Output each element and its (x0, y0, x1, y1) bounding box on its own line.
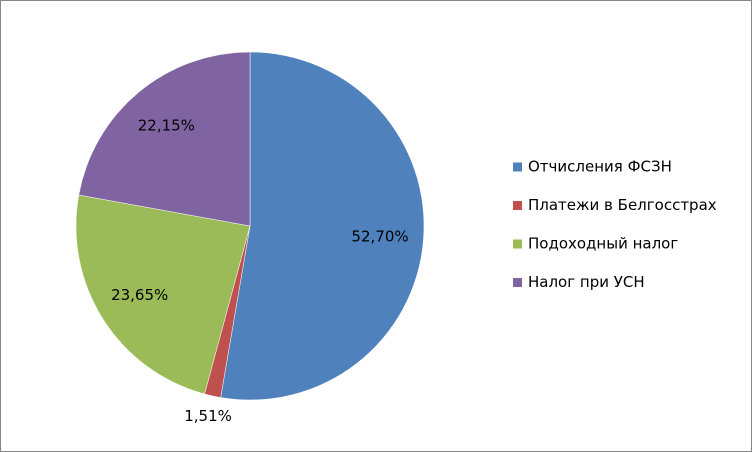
pie-slice (75, 194, 251, 395)
legend-key (513, 201, 522, 210)
pie-slice (220, 51, 425, 401)
data-label: 23,65% (111, 286, 168, 304)
legend-label: Отчисления ФСЗН (528, 158, 672, 176)
legend-key (513, 278, 522, 287)
legend-label: Подоходный налог (528, 235, 678, 253)
data-label: 22,15% (138, 116, 195, 134)
legend-label: Налог при УСН (528, 273, 645, 291)
pie-slice (78, 51, 251, 227)
legend-key (513, 239, 522, 249)
data-label: 1,51% (184, 407, 232, 425)
legend-label: Платежи в Белгосстрах (528, 196, 717, 214)
data-label: 52,70% (351, 228, 408, 246)
legend-key (513, 162, 522, 172)
